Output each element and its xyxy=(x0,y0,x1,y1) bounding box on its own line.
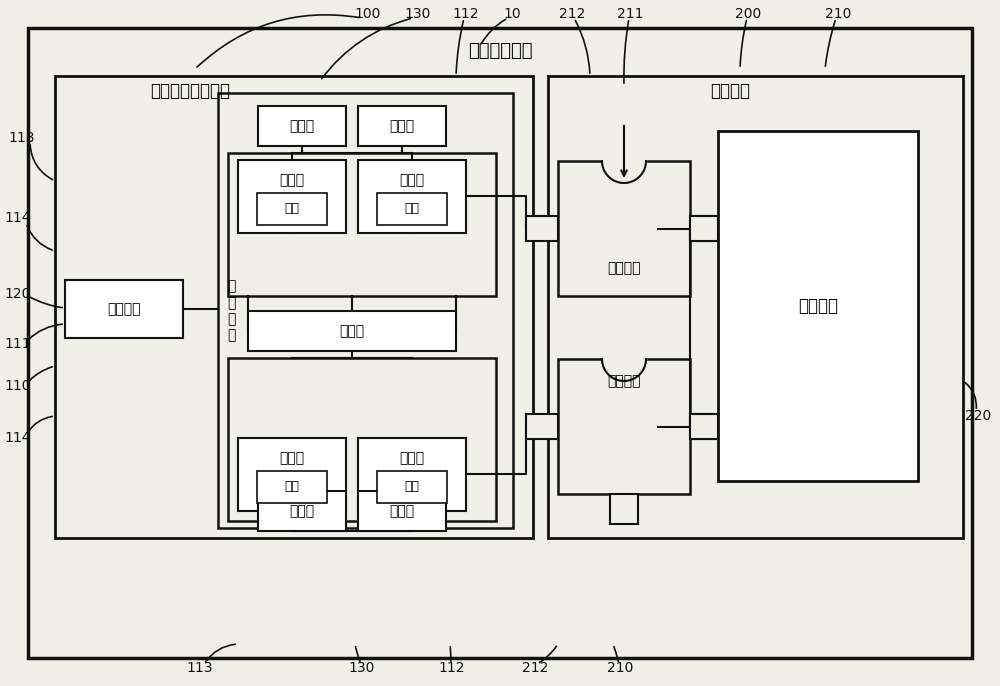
Bar xyxy=(690,216,722,241)
Bar xyxy=(377,193,447,225)
Text: 调节装置: 调节装置 xyxy=(107,302,141,316)
Bar xyxy=(526,216,558,241)
Bar xyxy=(558,359,690,494)
Text: 10: 10 xyxy=(503,7,521,21)
Text: 113: 113 xyxy=(9,131,35,145)
Text: 211: 211 xyxy=(617,7,643,21)
Text: 130: 130 xyxy=(405,7,431,21)
Bar xyxy=(257,471,327,503)
Text: 114: 114 xyxy=(5,431,31,445)
Text: 120: 120 xyxy=(5,287,31,301)
Text: 电磁阀: 电磁阀 xyxy=(289,504,315,518)
Bar xyxy=(358,491,446,531)
Bar xyxy=(257,193,327,225)
Text: 电磁阀: 电磁阀 xyxy=(289,119,315,133)
Bar xyxy=(690,216,718,241)
Bar xyxy=(55,76,533,538)
Bar xyxy=(690,414,722,439)
Bar xyxy=(558,161,690,296)
Text: 114: 114 xyxy=(5,211,31,225)
Bar xyxy=(228,153,496,296)
Text: 210: 210 xyxy=(825,7,851,21)
Text: 加剂泵: 加剂泵 xyxy=(399,451,425,465)
Text: 111: 111 xyxy=(5,337,31,351)
Text: 加剂泵: 加剂泵 xyxy=(399,173,425,187)
Text: 110: 110 xyxy=(5,379,31,393)
Text: 加剂罐: 加剂罐 xyxy=(339,324,365,338)
Bar xyxy=(218,93,513,528)
Text: 100: 100 xyxy=(355,7,381,21)
Text: 航煤储罐: 航煤储罐 xyxy=(798,297,838,315)
Text: 电机: 电机 xyxy=(285,202,300,215)
Text: 航煤管道: 航煤管道 xyxy=(607,374,641,388)
Text: 电磁阀: 电磁阀 xyxy=(389,504,415,518)
Text: 电磁阀: 电磁阀 xyxy=(389,119,415,133)
Bar xyxy=(248,311,456,351)
Text: 113: 113 xyxy=(187,661,213,675)
Bar xyxy=(258,491,346,531)
Bar xyxy=(65,280,183,338)
Bar xyxy=(238,438,346,511)
Bar xyxy=(377,471,447,503)
Text: 212: 212 xyxy=(559,7,585,21)
Bar xyxy=(690,414,718,439)
Text: 加
剂
装
置: 加 剂 装 置 xyxy=(227,280,235,342)
Text: 130: 130 xyxy=(349,661,375,675)
Bar xyxy=(238,160,346,233)
Text: 航煤管道: 航煤管道 xyxy=(607,261,641,275)
Text: 210: 210 xyxy=(607,661,633,675)
Bar xyxy=(228,358,496,521)
Text: 212: 212 xyxy=(522,661,548,675)
Text: 200: 200 xyxy=(735,7,761,21)
Text: 112: 112 xyxy=(453,7,479,21)
Text: 220: 220 xyxy=(965,409,991,423)
Bar xyxy=(610,494,638,524)
Text: 航煤生产系统: 航煤生产系统 xyxy=(468,42,532,60)
Text: 备用泵: 备用泵 xyxy=(279,173,305,187)
Bar xyxy=(358,438,466,511)
Bar xyxy=(258,106,346,146)
Text: 电机: 电机 xyxy=(404,202,420,215)
Bar xyxy=(358,160,466,233)
Bar xyxy=(358,106,446,146)
Text: 112: 112 xyxy=(439,661,465,675)
Bar xyxy=(526,414,558,439)
Text: 电机: 电机 xyxy=(404,480,420,493)
Bar xyxy=(718,131,918,481)
Text: 电机: 电机 xyxy=(285,480,300,493)
Text: 储液系统: 储液系统 xyxy=(710,82,750,100)
Text: 抗静电剂添加系统: 抗静电剂添加系统 xyxy=(150,82,230,100)
Bar xyxy=(548,76,963,538)
Text: 备用泵: 备用泵 xyxy=(279,451,305,465)
